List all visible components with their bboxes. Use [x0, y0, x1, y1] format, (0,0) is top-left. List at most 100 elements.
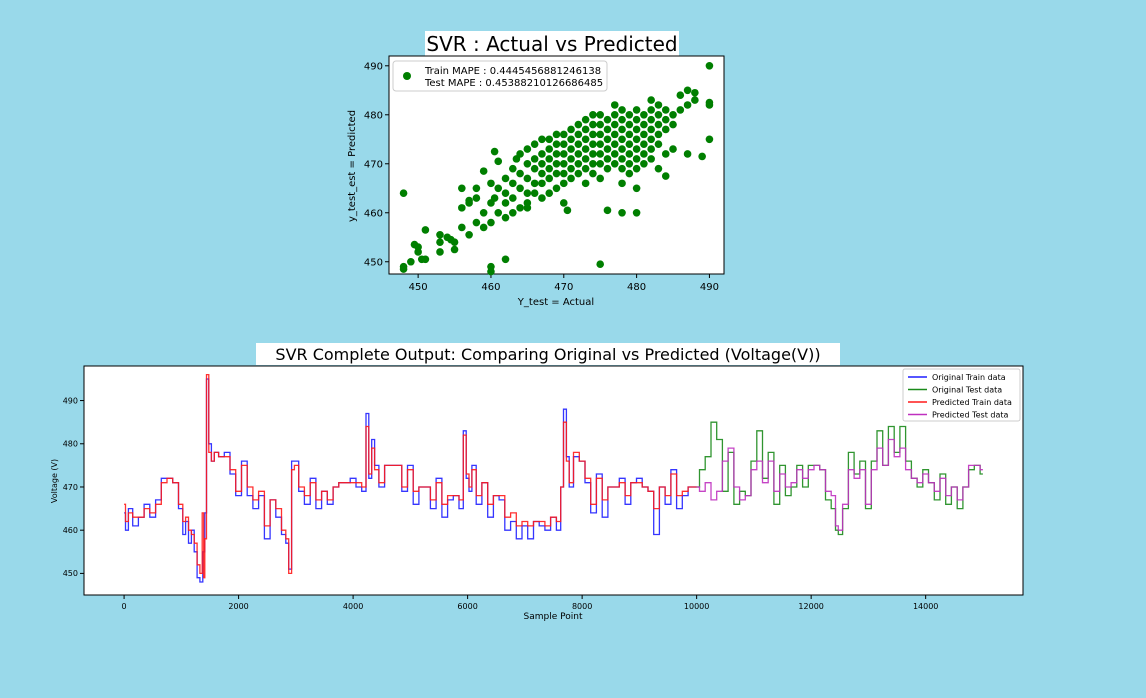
legend-label-predicted-test: Predicted Test data	[932, 411, 1009, 420]
line-x-tick-label: 6000	[457, 602, 477, 611]
scatter-point	[559, 159, 568, 168]
scatter-point	[516, 150, 524, 158]
scatter-point	[618, 145, 626, 153]
scatter-point	[596, 174, 604, 183]
scatter-y-tick-label: 470	[364, 159, 383, 170]
scatter-point	[640, 110, 648, 119]
scatter-point	[683, 101, 692, 109]
scatter-point	[465, 196, 473, 205]
scatter-point	[552, 140, 561, 148]
scatter-point	[596, 120, 604, 129]
scatter-point	[618, 106, 626, 114]
line-legend-box	[902, 368, 1021, 422]
scatter-point	[618, 135, 626, 144]
scatter-point	[545, 164, 554, 173]
scatter-x-tick-label: 470	[554, 282, 573, 293]
scatter-point	[647, 155, 655, 163]
scatter-point	[567, 145, 575, 153]
scatter-point	[625, 150, 634, 158]
scatter-point	[654, 130, 663, 139]
legend-label-predicted-train: Predicted Train data	[932, 398, 1012, 407]
scatter-point	[472, 218, 481, 227]
scatter-point	[530, 164, 539, 173]
scatter-point	[640, 159, 648, 168]
line-x-label: Sample Point	[524, 612, 583, 622]
scatter-point	[596, 130, 604, 139]
scatter-point	[647, 125, 655, 134]
scatter-point	[436, 231, 444, 239]
scatter-x-tick-label: 480	[627, 282, 646, 293]
scatter-point	[501, 174, 510, 183]
scatter-point	[563, 206, 572, 215]
scatter-point	[647, 96, 655, 104]
scatter-point	[490, 194, 499, 202]
line-y-tick-label: 460	[63, 526, 78, 535]
scatter-point	[538, 135, 546, 144]
scatter-point	[509, 164, 517, 173]
scatter-point	[465, 231, 473, 239]
scatter-y-label: y_test_est = Predicted	[347, 110, 358, 222]
scatter-point	[661, 106, 670, 114]
scatter-legend-line-2: Test MAPE : 0.45388210126686485	[424, 78, 603, 89]
scatter-point	[632, 125, 641, 134]
scatter-point	[472, 184, 481, 193]
scatter-point	[589, 120, 597, 129]
scatter-point	[618, 125, 626, 134]
scatter-point	[610, 110, 619, 119]
scatter-point	[559, 130, 568, 139]
scatter-point	[676, 91, 685, 99]
scatter-point	[654, 101, 663, 109]
scatter-point	[596, 159, 604, 168]
scatter-y-tick-label: 480	[364, 110, 383, 121]
scatter-point	[574, 150, 583, 158]
scatter-point	[661, 115, 670, 124]
scatter-point	[545, 145, 554, 153]
series-line-predicted-test	[696, 438, 983, 531]
scatter-point	[705, 101, 714, 109]
scatter-point	[487, 179, 495, 188]
scatter-title-box	[425, 31, 679, 56]
scatter-point	[545, 189, 554, 197]
scatter-point	[683, 150, 692, 158]
line-chart: SVR Complete Output: Comparing Original …	[50, 343, 1024, 622]
scatter-point	[603, 125, 612, 134]
scatter-point	[574, 159, 583, 168]
scatter-point	[509, 208, 517, 217]
scatter-point	[494, 184, 503, 193]
scatter-point	[589, 159, 597, 168]
scatter-point	[538, 194, 546, 202]
scatter-point	[559, 179, 568, 188]
scatter-legend-box	[392, 60, 608, 92]
scatter-point	[691, 88, 699, 97]
legend-label-original-train: Original Train data	[932, 373, 1006, 382]
scatter-point	[705, 61, 714, 70]
line-x-tick-label: 8000	[572, 602, 592, 611]
scatter-point	[603, 206, 612, 215]
scatter-point	[705, 135, 714, 144]
scatter-point	[618, 155, 626, 163]
scatter-point	[501, 189, 510, 197]
scatter-point	[647, 115, 655, 124]
series-line-predicted-train	[124, 373, 697, 579]
scatter-point	[581, 145, 590, 153]
scatter-point	[567, 174, 575, 183]
scatter-point	[603, 155, 612, 163]
scatter-point	[589, 150, 597, 158]
scatter-legend-marker	[403, 72, 411, 80]
scatter-point	[581, 164, 590, 173]
scatter-point	[436, 238, 444, 246]
scatter-point	[596, 110, 604, 119]
scatter-point	[610, 130, 619, 139]
scatter-legend: Train MAPE : 0.4445456881246138 Test MAP…	[392, 60, 608, 92]
scatter-point	[640, 150, 648, 158]
line-x-tick-label: 4000	[343, 602, 363, 611]
scatter-point	[610, 120, 619, 129]
scatter-point	[632, 208, 641, 217]
scatter-point	[421, 255, 430, 264]
scatter-point	[581, 155, 590, 163]
scatter-point	[632, 135, 641, 144]
scatter-point	[487, 267, 495, 276]
scatter-point	[399, 265, 408, 273]
scatter-point	[421, 226, 430, 234]
